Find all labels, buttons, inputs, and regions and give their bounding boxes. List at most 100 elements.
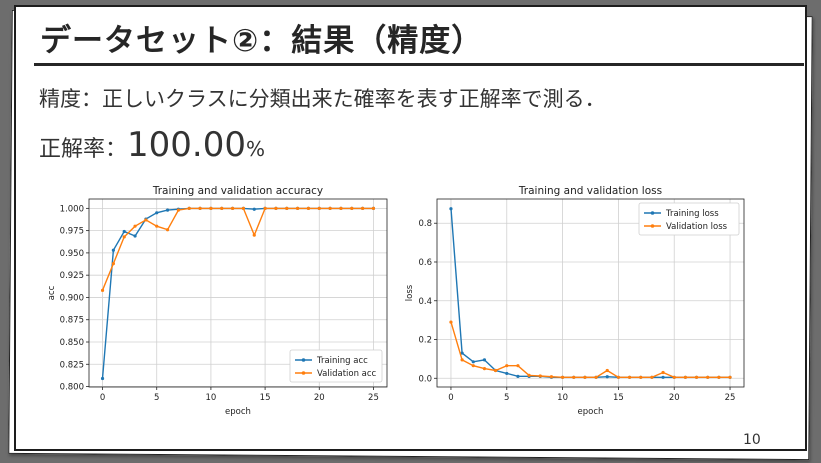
chart0-legend-box [289,349,383,383]
chart0-validation-acc-point [176,208,180,212]
chart1-validation-loss-point [494,368,498,373]
chart0-training-acc-point [100,376,105,381]
chart1-legend-training-loss-marker [650,211,655,215]
chart0-validation-acc-point [100,288,105,292]
chart0-legend-training-acc-label: Training acc [316,356,368,366]
chart0-ylabel: acc [47,285,57,300]
chart1-xtick-label: 10 [557,393,568,403]
chart0-validation-acc-point [339,206,343,210]
chart0-validation-acc-point [328,206,332,210]
chart0-training-acc-point [155,211,159,215]
chart0-validation-acc-point [317,206,321,210]
page-number: 10 [743,432,761,448]
chart1-ytick-label: 0.4 [418,297,432,307]
chart0-validation-acc-point [263,206,267,210]
chart1-validation-loss-point [706,375,710,379]
chart1-training-loss-point [505,371,509,376]
title-underline [34,63,804,66]
chart0-ytick-label: 1.000 [60,204,84,214]
chart0-ytick-label: 0.825 [60,360,84,370]
chart0-validation-acc-point [144,218,148,222]
chart0-ytick-label: 0.900 [60,293,84,303]
chart1-validation-loss-point [560,375,565,379]
chart0-ytick-label: 0.800 [60,383,84,393]
chart0-validation-acc-point [165,228,170,232]
chart1-training-loss-point [460,351,464,355]
chart1-validation-loss-point [471,364,475,368]
chart1-ytick-label: 0.8 [418,219,432,229]
chart1-validation-loss-point [460,358,464,362]
chart1-xtick-label: 15 [613,393,624,403]
chart1-ylabel: loss [405,284,415,301]
chart0-xtick-label: 25 [368,393,379,403]
chart1-validation-loss-point [616,375,621,379]
chart0-validation-acc-point [296,206,300,210]
chart0-validation-acc-point [241,206,246,210]
chart0-ytick-label: 0.850 [60,338,84,348]
chart0-validation-acc-point [306,206,311,210]
chart0-xlabel: epoch [225,407,251,417]
accuracy-label: 正解率： [39,137,128,162]
accuracy-value: 100.00 [127,125,246,165]
chart1-validation-loss-point [728,375,732,379]
chart1-validation-loss-point [717,375,721,379]
chart0-training-acc-point [111,248,115,252]
chart1-legend-training-loss-label: Training loss [665,209,719,219]
chart1-validation-loss-point [672,375,676,379]
chart0-training-acc-point [133,234,137,238]
chart0-validation-acc-point [252,233,256,237]
chart1-training-loss-point [661,375,665,379]
chart0-validation-acc-point [155,224,159,228]
accuracy-unit: % [245,137,265,161]
chart1-validation-loss-line [450,321,730,379]
chart0-validation-acc-point [350,206,354,210]
chart0-frame [88,198,388,388]
chart1-validation-loss-point [516,364,520,368]
chart1-validation-loss-point [661,370,665,375]
chart0-validation-acc-point [361,206,365,210]
chart1-xlabel: epoch [578,407,604,417]
chart1-validation-loss-point [694,375,699,379]
loss-chart: Training and validation loss 0 5 10 15 20 25 0.… [405,185,745,417]
chart0-legend-training-acc-marker [301,358,306,362]
chart1-validation-loss-point [549,375,554,379]
chart0-validation-acc-point [122,235,126,239]
chart1-validation-loss-point [538,374,542,378]
chart1-validation-loss-point [527,373,531,377]
slide: データセット②：結果（精度） 精度：正しいクラスに分類出来た確率を表す正解率で測… [14,5,807,451]
chart1-validation-loss-point [605,368,609,373]
chart0-validation-acc-point [371,206,376,210]
chart0-validation-acc-point [220,206,224,210]
chart1-validation-loss-point [639,375,643,379]
slide-title: データセット②：結果（精度） [40,23,484,59]
chart1-legend-validation-loss-marker [650,224,655,228]
accuracy-result: 正解率：100.00% [39,125,265,165]
chart0-validation-acc-point [198,206,202,210]
chart0-ytick-label: 0.950 [60,249,84,259]
chart1-xtick-label: 0 [448,393,453,403]
chart1-validation-loss-point [583,375,587,379]
chart1-training-loss-point [449,207,453,211]
chart1-legend-validation-loss-label: Validation loss [666,222,728,232]
chart1-xtick-label: 5 [504,393,509,403]
accuracy-chart: Training and validation accuracy 0 5 10 15 20… [47,185,388,417]
chart1-ytick-label: 0.2 [418,336,432,346]
chart0-training-acc-point [252,207,256,211]
chart1-training-loss-point [516,374,520,378]
chart1-validation-loss-point [449,320,453,324]
chart1-title: Training and validation loss [518,185,662,197]
chart1-validation-loss-point [683,375,687,379]
chart0-training-acc-point [122,229,126,234]
chart1-validation-loss-point [650,375,654,379]
chart0-legend-validation-acc-label: Validation acc [317,369,377,379]
chart0-legend-validation-acc-marker [301,371,306,375]
chart1-validation-loss-point [505,364,509,368]
chart1-ytick-label: 0.6 [418,258,432,268]
chart0-validation-acc-point [209,206,213,210]
chart0-validation-acc-line [101,207,374,291]
slide-description: 精度：正しいクラスに分類出来た確率を表す正解率で測る． [39,87,606,111]
chart1-validation-loss-point [572,375,576,379]
chart0-validation-acc-point [111,261,115,266]
chart0-training-acc-point [165,208,170,212]
chart0-ytick-label: 0.875 [60,316,84,326]
